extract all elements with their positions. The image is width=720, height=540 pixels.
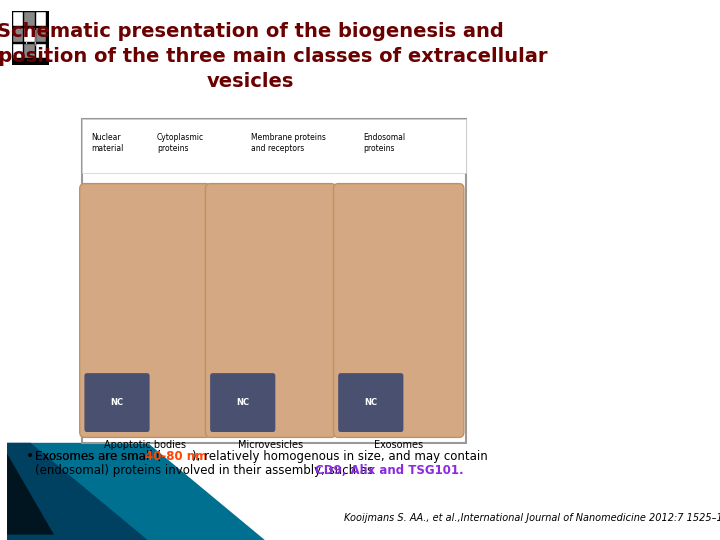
FancyBboxPatch shape	[210, 373, 275, 432]
FancyBboxPatch shape	[333, 184, 464, 437]
FancyBboxPatch shape	[36, 12, 47, 26]
Text: ⬛: ⬛	[24, 28, 37, 48]
Text: Cytoplasmic
proteins: Cytoplasmic proteins	[157, 133, 204, 153]
FancyBboxPatch shape	[82, 119, 467, 443]
Polygon shape	[7, 443, 265, 540]
FancyBboxPatch shape	[338, 373, 403, 432]
Text: Nuclear
material: Nuclear material	[91, 133, 124, 153]
FancyBboxPatch shape	[24, 28, 35, 42]
Text: Kooijmans S. AA., et al.,International Journal of Nanomedicine 2012:7 1525–1541.: Kooijmans S. AA., et al.,International J…	[344, 514, 720, 523]
Text: Exosomes are small (: Exosomes are small (	[35, 450, 161, 463]
Polygon shape	[7, 454, 54, 535]
Text: Membrane proteins
and receptors: Membrane proteins and receptors	[251, 133, 325, 153]
FancyBboxPatch shape	[12, 11, 49, 65]
FancyBboxPatch shape	[84, 373, 150, 432]
Text: NC: NC	[364, 398, 377, 407]
Text: ), relatively homogenous in size, and may contain: ), relatively homogenous in size, and ma…	[192, 450, 488, 463]
Text: Microvesicles: Microvesicles	[238, 441, 303, 450]
Text: Exosomes are small (: Exosomes are small (	[35, 450, 161, 463]
FancyBboxPatch shape	[82, 119, 467, 173]
FancyBboxPatch shape	[80, 184, 210, 437]
FancyBboxPatch shape	[13, 28, 23, 42]
FancyBboxPatch shape	[36, 28, 47, 42]
Text: 40-80 nm: 40-80 nm	[145, 450, 207, 463]
FancyBboxPatch shape	[24, 12, 35, 26]
Text: •: •	[26, 449, 34, 463]
Polygon shape	[7, 443, 148, 540]
FancyBboxPatch shape	[13, 12, 23, 26]
FancyBboxPatch shape	[36, 44, 47, 58]
Text: Endosomal
proteins: Endosomal proteins	[363, 133, 405, 153]
Text: Schematic presentation of the biogenesis and
composition of the three main class: Schematic presentation of the biogenesis…	[0, 22, 548, 91]
Text: CD9, Alix and TSG101.: CD9, Alix and TSG101.	[315, 464, 464, 477]
Text: (endosomal) proteins involved in their assembly, such as: (endosomal) proteins involved in their a…	[35, 464, 377, 477]
Text: Apoptotic bodies: Apoptotic bodies	[104, 441, 186, 450]
Text: Exosomes: Exosomes	[374, 441, 423, 450]
FancyBboxPatch shape	[13, 44, 23, 58]
FancyBboxPatch shape	[205, 184, 336, 437]
Text: NC: NC	[236, 398, 249, 407]
Text: NC: NC	[110, 398, 124, 407]
FancyBboxPatch shape	[24, 44, 35, 58]
